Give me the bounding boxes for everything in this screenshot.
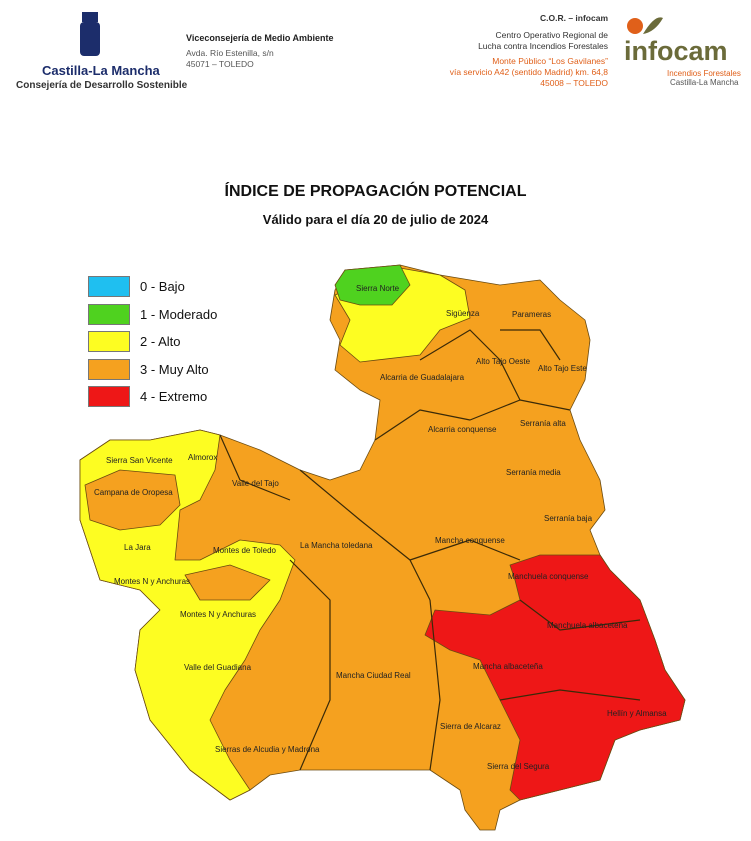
region-label: Sierra Norte (356, 284, 400, 293)
legend-label: 4 - Extremo (140, 389, 208, 405)
cor-line: Lucha contra Incendios Forestales (478, 41, 608, 51)
region-label: Sigüenza (446, 309, 480, 318)
region-label: Valle del Tajo (232, 479, 279, 488)
region-area (184, 564, 271, 601)
region-label: La Mancha toledana (300, 541, 373, 550)
office-address: Avda. Río Estenilla, s/n (186, 48, 274, 58)
infocam-line: Castilla-La Mancha (670, 78, 739, 87)
legend-item: 3 - Muy Alto (88, 356, 217, 384)
legend-item: 0 - Bajo (88, 273, 217, 301)
region-label: Campana de Oropesa (94, 488, 173, 497)
legend-label: 3 - Muy Alto (140, 361, 209, 377)
logo-subtitle: Consejería de Desarrollo Sostenible (16, 80, 188, 91)
coat-of-arms (80, 12, 100, 56)
region-label: Almorox (188, 453, 217, 462)
region-label: Manchuela albaceteña (547, 621, 628, 630)
region-label: Manchuela conquense (508, 572, 589, 581)
district-borders (219, 329, 641, 771)
region-label: Sierras de Alcudia y Madrona (215, 745, 320, 754)
legend-label: 2 - Alto (140, 334, 181, 350)
legend-label: 0 - Bajo (140, 279, 185, 295)
legend-swatch (88, 358, 130, 380)
legend-swatch (88, 331, 130, 353)
region-label: Alto Tajo Este (538, 364, 587, 373)
region-label: Alcarria de Guadalajara (380, 373, 465, 382)
region-label: Alto Tajo Oeste (476, 357, 531, 366)
office-city: 45071 – TOLEDO (186, 59, 254, 69)
region-label: Serranía alta (520, 419, 566, 428)
region-label: Montes de Toledo (213, 546, 277, 555)
region-label: Valle del Guadiana (184, 663, 252, 672)
office-title: Viceconsejería de Medio Ambiente (186, 33, 334, 43)
region-area (424, 554, 686, 801)
cor-line: Centro Operativo Regional de (495, 30, 608, 40)
region-label: Sierra del Segura (487, 762, 550, 771)
region-label: Mancha conquense (435, 536, 505, 545)
cor-place: Monte Público “Los Gavilanes” (492, 56, 608, 66)
cor-city: 45008 – TOLEDO (540, 78, 608, 88)
legend-item: 4 - Extremo (88, 383, 217, 411)
title: ÍNDICE DE PROPAGACIÓN POTENCIAL (224, 183, 527, 200)
legend-swatch (88, 386, 130, 408)
legend-swatch (88, 276, 130, 298)
region-area (334, 264, 411, 306)
infocam-leaf (627, 17, 663, 34)
region-label: Parameras (512, 310, 551, 319)
legend-swatch (88, 303, 130, 325)
infocam-line: Incendios Forestales (667, 69, 741, 78)
cor-block: C.O.R. – infocam Centro Operativo Region… (450, 13, 608, 89)
cor-title: C.O.R. – infocam (539, 13, 608, 23)
region-label: Sierra de Alcaraz (440, 722, 501, 731)
legend-label: 1 - Moderado (140, 306, 218, 322)
legend-item: 1 - Moderado (88, 301, 217, 329)
region-label: Montes N y Anchuras (180, 610, 256, 619)
infocam-name: infocam (624, 36, 728, 66)
legend-item: 2 - Alto (88, 328, 217, 356)
subtitle: Válido para el día 20 de julio de 2024 (262, 212, 489, 227)
logo-name: Castilla-La Mancha (42, 63, 160, 78)
region-label: La Jara (124, 543, 151, 552)
region-label: Alcarria conquense (428, 425, 497, 434)
region-label: Serranía media (506, 468, 561, 477)
region-label: Mancha Ciudad Real (336, 671, 411, 680)
legend: 0 - Bajo 1 - Moderado 2 - Alto 3 - Muy Alto… (88, 273, 217, 411)
region-label: Serranía baja (544, 514, 593, 523)
region-label: Montes N y Anchuras (114, 577, 190, 586)
region-label: Sierra San Vicente (106, 456, 173, 465)
region-label: Mancha albaceteña (473, 662, 543, 671)
region-label: Hellín y Almansa (607, 709, 667, 718)
region-area (84, 469, 181, 531)
cor-road: vía servicio A42 (sentido Madrid) km. 64… (449, 67, 608, 77)
